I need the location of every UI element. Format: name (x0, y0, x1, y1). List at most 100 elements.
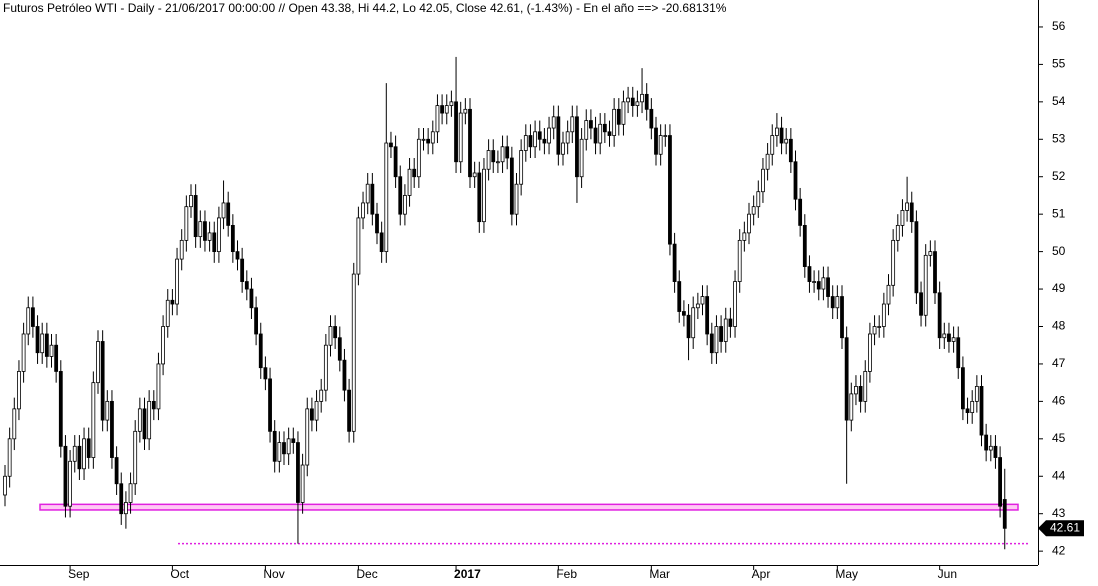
candle-body (91, 382, 96, 458)
candle-body (728, 318, 733, 327)
candle-body (770, 135, 775, 155)
candle-body (189, 195, 193, 208)
candle-body (63, 445, 68, 507)
candle-body (830, 296, 835, 309)
candle-body (212, 232, 217, 253)
candle-body (965, 408, 970, 414)
candle-body (179, 239, 184, 260)
y-tick-label: 52 (1052, 169, 1066, 183)
candle-body (337, 337, 342, 361)
candle-body (984, 434, 989, 451)
candle-body (709, 333, 714, 354)
candle-body (100, 341, 105, 421)
candle-body (849, 393, 854, 421)
candle-body (375, 213, 379, 234)
candle-body (495, 161, 500, 164)
candle-body (589, 120, 593, 129)
x-tick-label: Jun (938, 567, 957, 581)
candle-body (407, 168, 412, 196)
candle-body (640, 93, 644, 103)
chart-title: Futuros Petróleo WTI - Daily - 21/06/201… (3, 1, 727, 15)
candle-body (556, 116, 561, 155)
x-tick-label: Mar (649, 567, 670, 581)
candle-body (254, 307, 259, 335)
y-tick-label: 43 (1052, 506, 1066, 520)
candle-body (974, 386, 979, 402)
candle-body (314, 400, 319, 421)
candle-body (491, 150, 496, 163)
candle-body (277, 442, 282, 462)
candle-body (1002, 499, 1007, 529)
candle-body (133, 430, 138, 485)
support-zone (39, 503, 1019, 511)
candle-body (147, 400, 152, 440)
candle-body (579, 138, 584, 178)
candle-body (114, 457, 119, 485)
candle-body (96, 341, 100, 384)
candle-body (877, 326, 882, 328)
candle-body (756, 191, 761, 208)
candle-body (570, 116, 575, 133)
candle-body (365, 183, 370, 204)
candle-body (342, 359, 347, 391)
y-tick-label: 49 (1052, 281, 1066, 295)
candle-body (584, 120, 589, 140)
candle-body (21, 333, 26, 372)
candle-body (384, 142, 389, 253)
candle-body (170, 299, 175, 305)
candle-body (598, 123, 603, 144)
candle-body (426, 138, 431, 144)
candle-body (751, 206, 756, 215)
candle-body (802, 225, 807, 267)
candle-body (835, 296, 840, 309)
candle-body (7, 438, 12, 477)
candle-body (970, 400, 975, 414)
y-tick-label: 45 (1052, 431, 1066, 445)
candle-body (961, 367, 965, 410)
candle-body (30, 307, 35, 327)
candle-body (458, 112, 463, 163)
x-tick-label: Oct (170, 567, 189, 581)
candle-body (602, 123, 607, 133)
x-tick-label: Feb (556, 567, 577, 581)
candle-body (663, 135, 668, 137)
candle-body (505, 146, 510, 159)
candle-body (347, 389, 352, 432)
candle-body (612, 108, 617, 136)
y-tick-label: 55 (1052, 57, 1066, 71)
candle-body (258, 333, 263, 369)
candle-body (630, 97, 635, 106)
candle-body (309, 408, 314, 421)
candle-body (668, 135, 672, 245)
y-tick-label: 47 (1052, 356, 1066, 370)
candle-body (319, 389, 324, 402)
candle-body (784, 138, 789, 144)
candle-body (779, 127, 784, 144)
candle-body (35, 326, 40, 354)
candle-body (216, 217, 221, 253)
candle-body (435, 105, 440, 133)
candle-body (979, 386, 984, 436)
candle-body (389, 142, 393, 148)
candle-body (175, 258, 179, 305)
candle-body (137, 408, 142, 432)
y-tick-label: 56 (1052, 19, 1066, 33)
candle-body (868, 333, 872, 372)
candle-body (933, 251, 937, 294)
candle-body (105, 400, 110, 421)
candle-body (40, 333, 45, 354)
candle-body (816, 281, 821, 290)
y-tick-label: 42 (1052, 543, 1066, 557)
candle-body (891, 239, 896, 286)
candle-body (761, 168, 765, 193)
candle-body (519, 150, 524, 185)
candle-body (82, 438, 86, 470)
candle-body (788, 138, 793, 163)
candle-body (747, 213, 751, 234)
candle-body (895, 225, 900, 241)
candle-body (486, 150, 491, 170)
candle-body (454, 101, 458, 163)
candle-body (607, 131, 612, 136)
candle-body (119, 483, 124, 515)
candle-body (54, 344, 59, 372)
